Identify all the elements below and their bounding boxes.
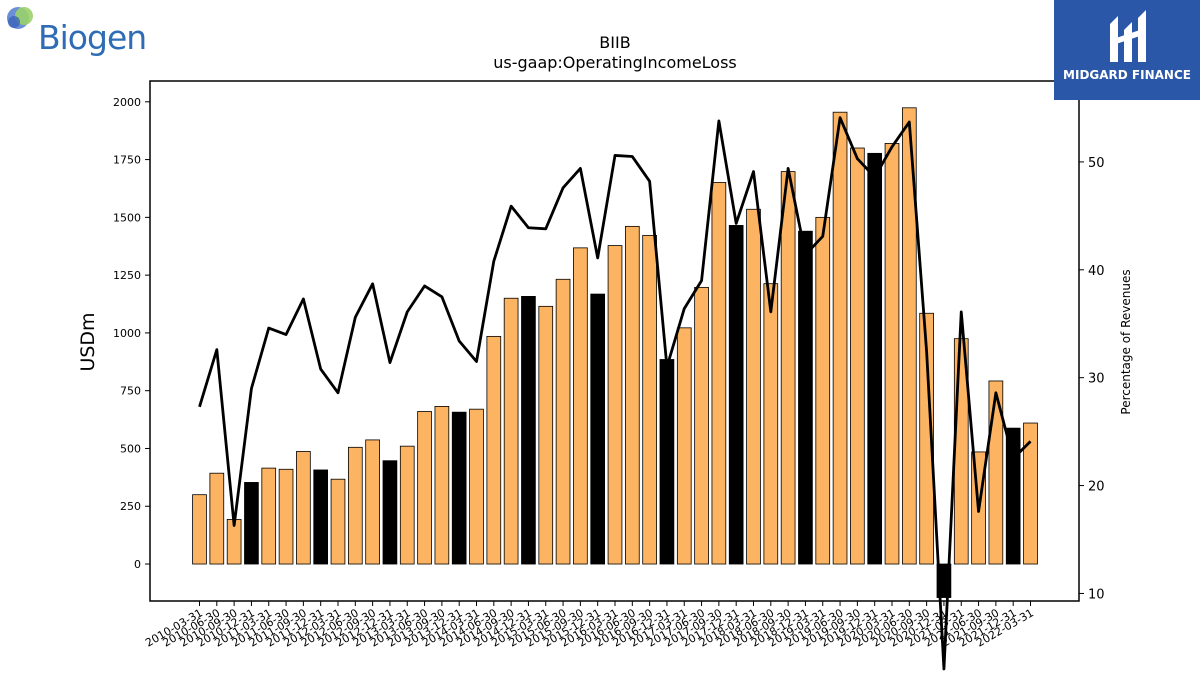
bar [746, 208, 761, 565]
bar [434, 405, 450, 565]
y-tick-label: 750 [120, 385, 141, 398]
bar-series [192, 107, 1038, 598]
y-tick-label: 1250 [113, 269, 141, 282]
bar [1005, 427, 1021, 565]
bar [573, 247, 588, 565]
y-tick-label: 1750 [113, 154, 141, 167]
bar [642, 234, 657, 565]
globe-icon [7, 7, 33, 29]
y2-tick-label: 40 [1088, 264, 1105, 279]
y-tick-label: 1500 [113, 211, 141, 224]
midgard-finance-logo: MIDGARD FINANCE [1054, 0, 1200, 100]
bar [365, 439, 380, 565]
bar [486, 335, 502, 565]
y2-tick-label: 10 [1088, 587, 1105, 602]
midgard-logo-text: MIDGARD FINANCE [1063, 68, 1191, 82]
y2-tick-label: 20 [1088, 480, 1105, 495]
bar [694, 286, 709, 565]
percentage-line [198, 116, 1032, 671]
bar [399, 445, 415, 565]
bar [607, 245, 623, 565]
bar [330, 478, 346, 565]
bar [417, 411, 432, 565]
midgard-emblem-icon [1110, 10, 1146, 62]
bar [382, 460, 398, 565]
y-axis-ticks: 0 250 500 750 1000 1250 1500 1750 2000 [113, 96, 150, 571]
bar [347, 446, 363, 565]
bar [832, 111, 848, 565]
bar [244, 482, 259, 565]
bar [261, 467, 277, 565]
bar [521, 295, 536, 565]
bar [538, 305, 554, 565]
bar [555, 278, 571, 565]
x-axis-ticks: 2010-03-312010-06-302010-09-302010-12-31… [143, 601, 1036, 650]
bar [901, 107, 917, 565]
biogen-logo: Biogen [4, 4, 154, 57]
bar [503, 297, 519, 565]
bar [711, 182, 727, 565]
bar [590, 293, 606, 565]
line-series [198, 116, 1032, 671]
bar [659, 359, 675, 565]
y2-tick-label: 50 [1088, 156, 1105, 171]
bar [451, 411, 467, 565]
bar [676, 327, 692, 565]
chart-subtitle: us-gaap:OperatingIncomeLoss [493, 53, 737, 72]
y2-axis-label: Percentage of Revenues [1119, 269, 1133, 414]
bar [763, 283, 779, 565]
bar [624, 225, 640, 565]
bar [815, 216, 831, 565]
bar [728, 225, 744, 565]
bar [1023, 422, 1038, 565]
bar [192, 494, 207, 565]
bar [469, 408, 484, 565]
biogen-logo-text: Biogen [38, 18, 147, 57]
chart-title: BIIB [599, 33, 630, 52]
y-axis-label: USDm [77, 312, 99, 371]
y-tick-label: 250 [120, 500, 141, 513]
bar [209, 472, 225, 565]
bar [884, 142, 900, 565]
y2-axis-ticks: 10 20 30 40 50 [1079, 156, 1105, 602]
y-tick-label: 2000 [113, 96, 141, 109]
bar [867, 152, 883, 565]
bar [296, 451, 311, 565]
bar [798, 230, 813, 565]
plot-frame [149, 80, 1080, 602]
bar [850, 147, 865, 565]
bar [313, 469, 329, 565]
y-tick-label: 500 [120, 442, 141, 455]
bar [919, 312, 934, 565]
y2-tick-label: 30 [1088, 372, 1105, 387]
bar [780, 171, 796, 565]
bar [278, 468, 294, 565]
y-tick-label: 0 [134, 558, 141, 571]
bar [988, 380, 1004, 565]
y-tick-label: 1000 [113, 327, 141, 340]
